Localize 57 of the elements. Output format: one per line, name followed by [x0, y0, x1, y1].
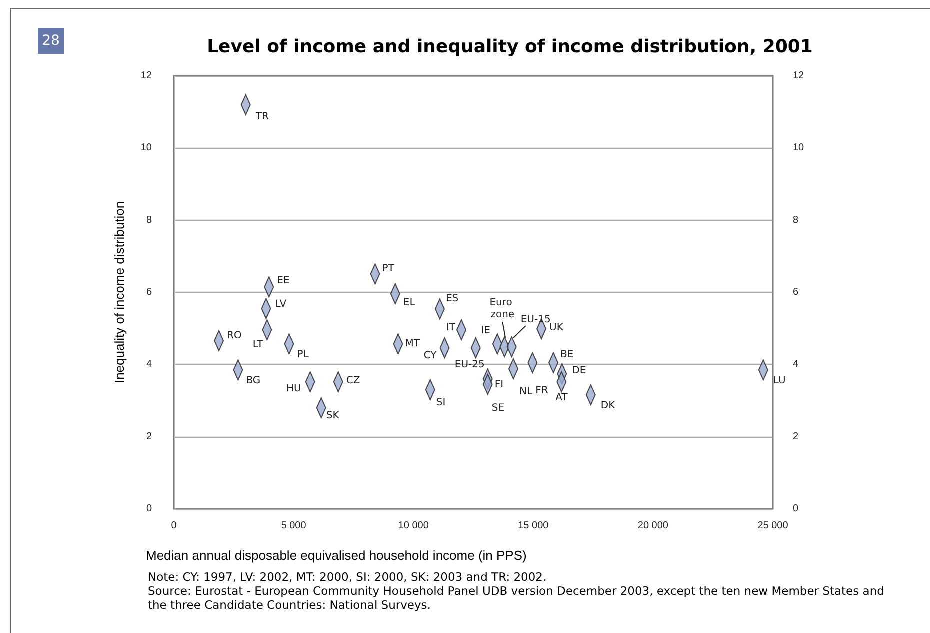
annotation: UK	[550, 322, 564, 334]
source-note: Source: Eurostat - European Community Household Panel UDB version December 2003, except the ten new Member States and the three Candidate Countries: National Surveys.	[148, 584, 886, 612]
annotation: BG	[246, 376, 261, 387]
annotation: BE	[560, 349, 574, 360]
y2-tick-label: 6	[793, 287, 799, 298]
y2-tick-label: 2	[793, 431, 799, 442]
annotation: SI	[436, 397, 446, 408]
x-tick-label: 10 000	[398, 520, 430, 532]
annotation: DK	[600, 400, 616, 412]
annotation: EU-25	[454, 360, 485, 371]
annotation: SE	[492, 403, 505, 414]
annotation: ES	[446, 294, 459, 305]
text: Note: CY: 1997, LV: 2002, MT: 2000, SI: 2000, SK: 2003 and TR: 2002.	[148, 570, 548, 584]
chart-title: Level of income and inequality of income distribution, 2001	[207, 36, 813, 58]
annotation: TR	[254, 111, 269, 122]
annotation: LT	[252, 340, 264, 351]
annotation: PL	[297, 350, 310, 361]
y-tick-label: 12	[140, 70, 152, 82]
annotation: HU	[286, 383, 302, 394]
y2-tick-label: 10	[793, 142, 805, 154]
y-tick-label: 6	[146, 287, 152, 298]
y-axis-title: Inequality of income distribution	[112, 201, 127, 384]
text: 28	[38, 28, 64, 54]
annotation: LU	[773, 376, 786, 387]
annotation: PT	[382, 264, 396, 275]
y-tick-label: 10	[140, 142, 152, 154]
x-tick-label: 20 000	[638, 520, 669, 532]
y2-tick-label: 0	[793, 504, 799, 514]
annotation: CY	[424, 350, 438, 362]
x-tick-label: 15 000	[518, 520, 550, 532]
y-tick-label: 0	[146, 504, 152, 514]
annotation: EE	[277, 276, 290, 287]
annotation: Euro zone	[490, 297, 516, 320]
annotation: IT	[446, 322, 456, 334]
x-axis-title: Median annual disposable equivalised household income (in PPS)	[146, 548, 527, 563]
annotation: MT	[405, 338, 421, 350]
y-tick-label: 8	[146, 214, 152, 226]
annotation: CZ	[346, 375, 360, 386]
x-tick-label: 0	[171, 520, 178, 532]
y2-tick-label: 4	[793, 359, 799, 370]
x-tick-label: 25 000	[758, 520, 789, 532]
annotation: EU-15	[520, 314, 551, 326]
y2-tick-label: 8	[793, 214, 799, 226]
y-tick-label: 4	[146, 359, 152, 370]
annotation: IE	[481, 326, 490, 337]
annotation: LV	[275, 299, 287, 310]
y-tick-label: 2	[146, 431, 152, 442]
annotation: NL	[520, 386, 533, 398]
annotation: FI	[494, 380, 504, 391]
annotation: EL	[403, 297, 416, 308]
annotation: AT	[556, 392, 569, 404]
annotation: FR	[536, 385, 548, 396]
annotation: SK	[326, 410, 340, 422]
x-tick-label: 5 000	[281, 520, 307, 532]
annotation: DE	[572, 366, 586, 377]
annotation: RO	[227, 330, 242, 342]
y2-tick-label: 12	[793, 70, 805, 82]
